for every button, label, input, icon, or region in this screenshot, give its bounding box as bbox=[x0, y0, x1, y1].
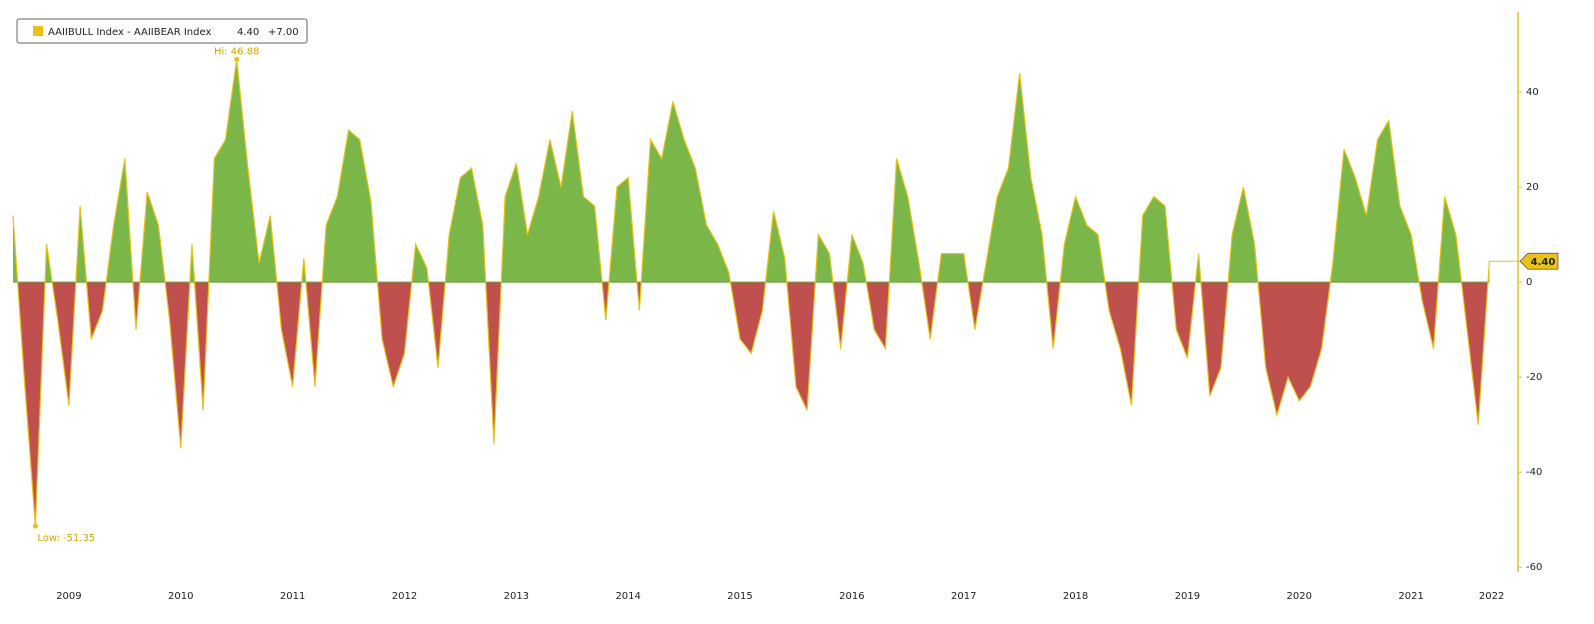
x-tick-label: 2022 bbox=[1479, 591, 1504, 602]
hi-label: Hi: 46.88 bbox=[214, 46, 259, 57]
x-tick-label: 2010 bbox=[168, 591, 193, 602]
y-tick-label: -40 bbox=[1526, 467, 1542, 478]
x-tick-label: 2017 bbox=[951, 591, 976, 602]
legend: AAIIBULL Index - AAIIBEAR Index 4.40 +7.… bbox=[16, 18, 308, 44]
hi-marker bbox=[234, 56, 240, 62]
x-tick-label: 2021 bbox=[1398, 591, 1423, 602]
low-label: Low: -51.35 bbox=[37, 533, 95, 544]
x-tick-label: 2019 bbox=[1175, 591, 1200, 602]
x-tick-label: 2016 bbox=[839, 591, 864, 602]
area-negative bbox=[13, 282, 1490, 527]
y-tick-label: 0 bbox=[1526, 277, 1532, 288]
x-tick-label: 2011 bbox=[280, 591, 305, 602]
legend-change: +7.00 bbox=[268, 27, 299, 38]
x-tick-label: 2020 bbox=[1287, 591, 1312, 602]
series-line bbox=[12, 59, 1491, 527]
last-tag bbox=[1519, 252, 1559, 270]
y-tick-label: -60 bbox=[1526, 562, 1542, 573]
x-tick-label: 2015 bbox=[727, 591, 752, 602]
legend-box bbox=[16, 18, 308, 44]
last-tag-label: 4.40 bbox=[1531, 257, 1556, 268]
x-tick-label: 2013 bbox=[504, 591, 529, 602]
legend-swatch bbox=[33, 26, 43, 36]
low-marker bbox=[32, 523, 38, 529]
x-tick-label: 2009 bbox=[56, 591, 81, 602]
x-tick-label: 2018 bbox=[1063, 591, 1088, 602]
area-positive bbox=[13, 59, 1490, 283]
legend-label: AAIIBULL Index - AAIIBEAR Index bbox=[48, 27, 211, 38]
y-tick-label: -20 bbox=[1526, 372, 1542, 383]
y-tick-label: 20 bbox=[1526, 182, 1539, 193]
y-tick-label: 40 bbox=[1526, 87, 1539, 98]
x-tick-label: 2012 bbox=[392, 591, 417, 602]
x-tick-label: 2014 bbox=[615, 591, 640, 602]
legend-last: 4.40 bbox=[237, 27, 259, 38]
